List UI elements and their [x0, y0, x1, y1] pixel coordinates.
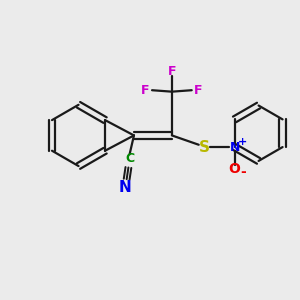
Text: N: N [230, 141, 240, 154]
Text: +: + [238, 137, 248, 147]
Text: F: F [194, 84, 203, 97]
Text: N: N [119, 180, 132, 195]
Text: C: C [125, 152, 134, 165]
Text: F: F [141, 84, 150, 97]
Text: O: O [229, 162, 241, 176]
Text: S: S [199, 140, 209, 154]
Text: F: F [168, 65, 176, 78]
Text: -: - [241, 165, 246, 179]
